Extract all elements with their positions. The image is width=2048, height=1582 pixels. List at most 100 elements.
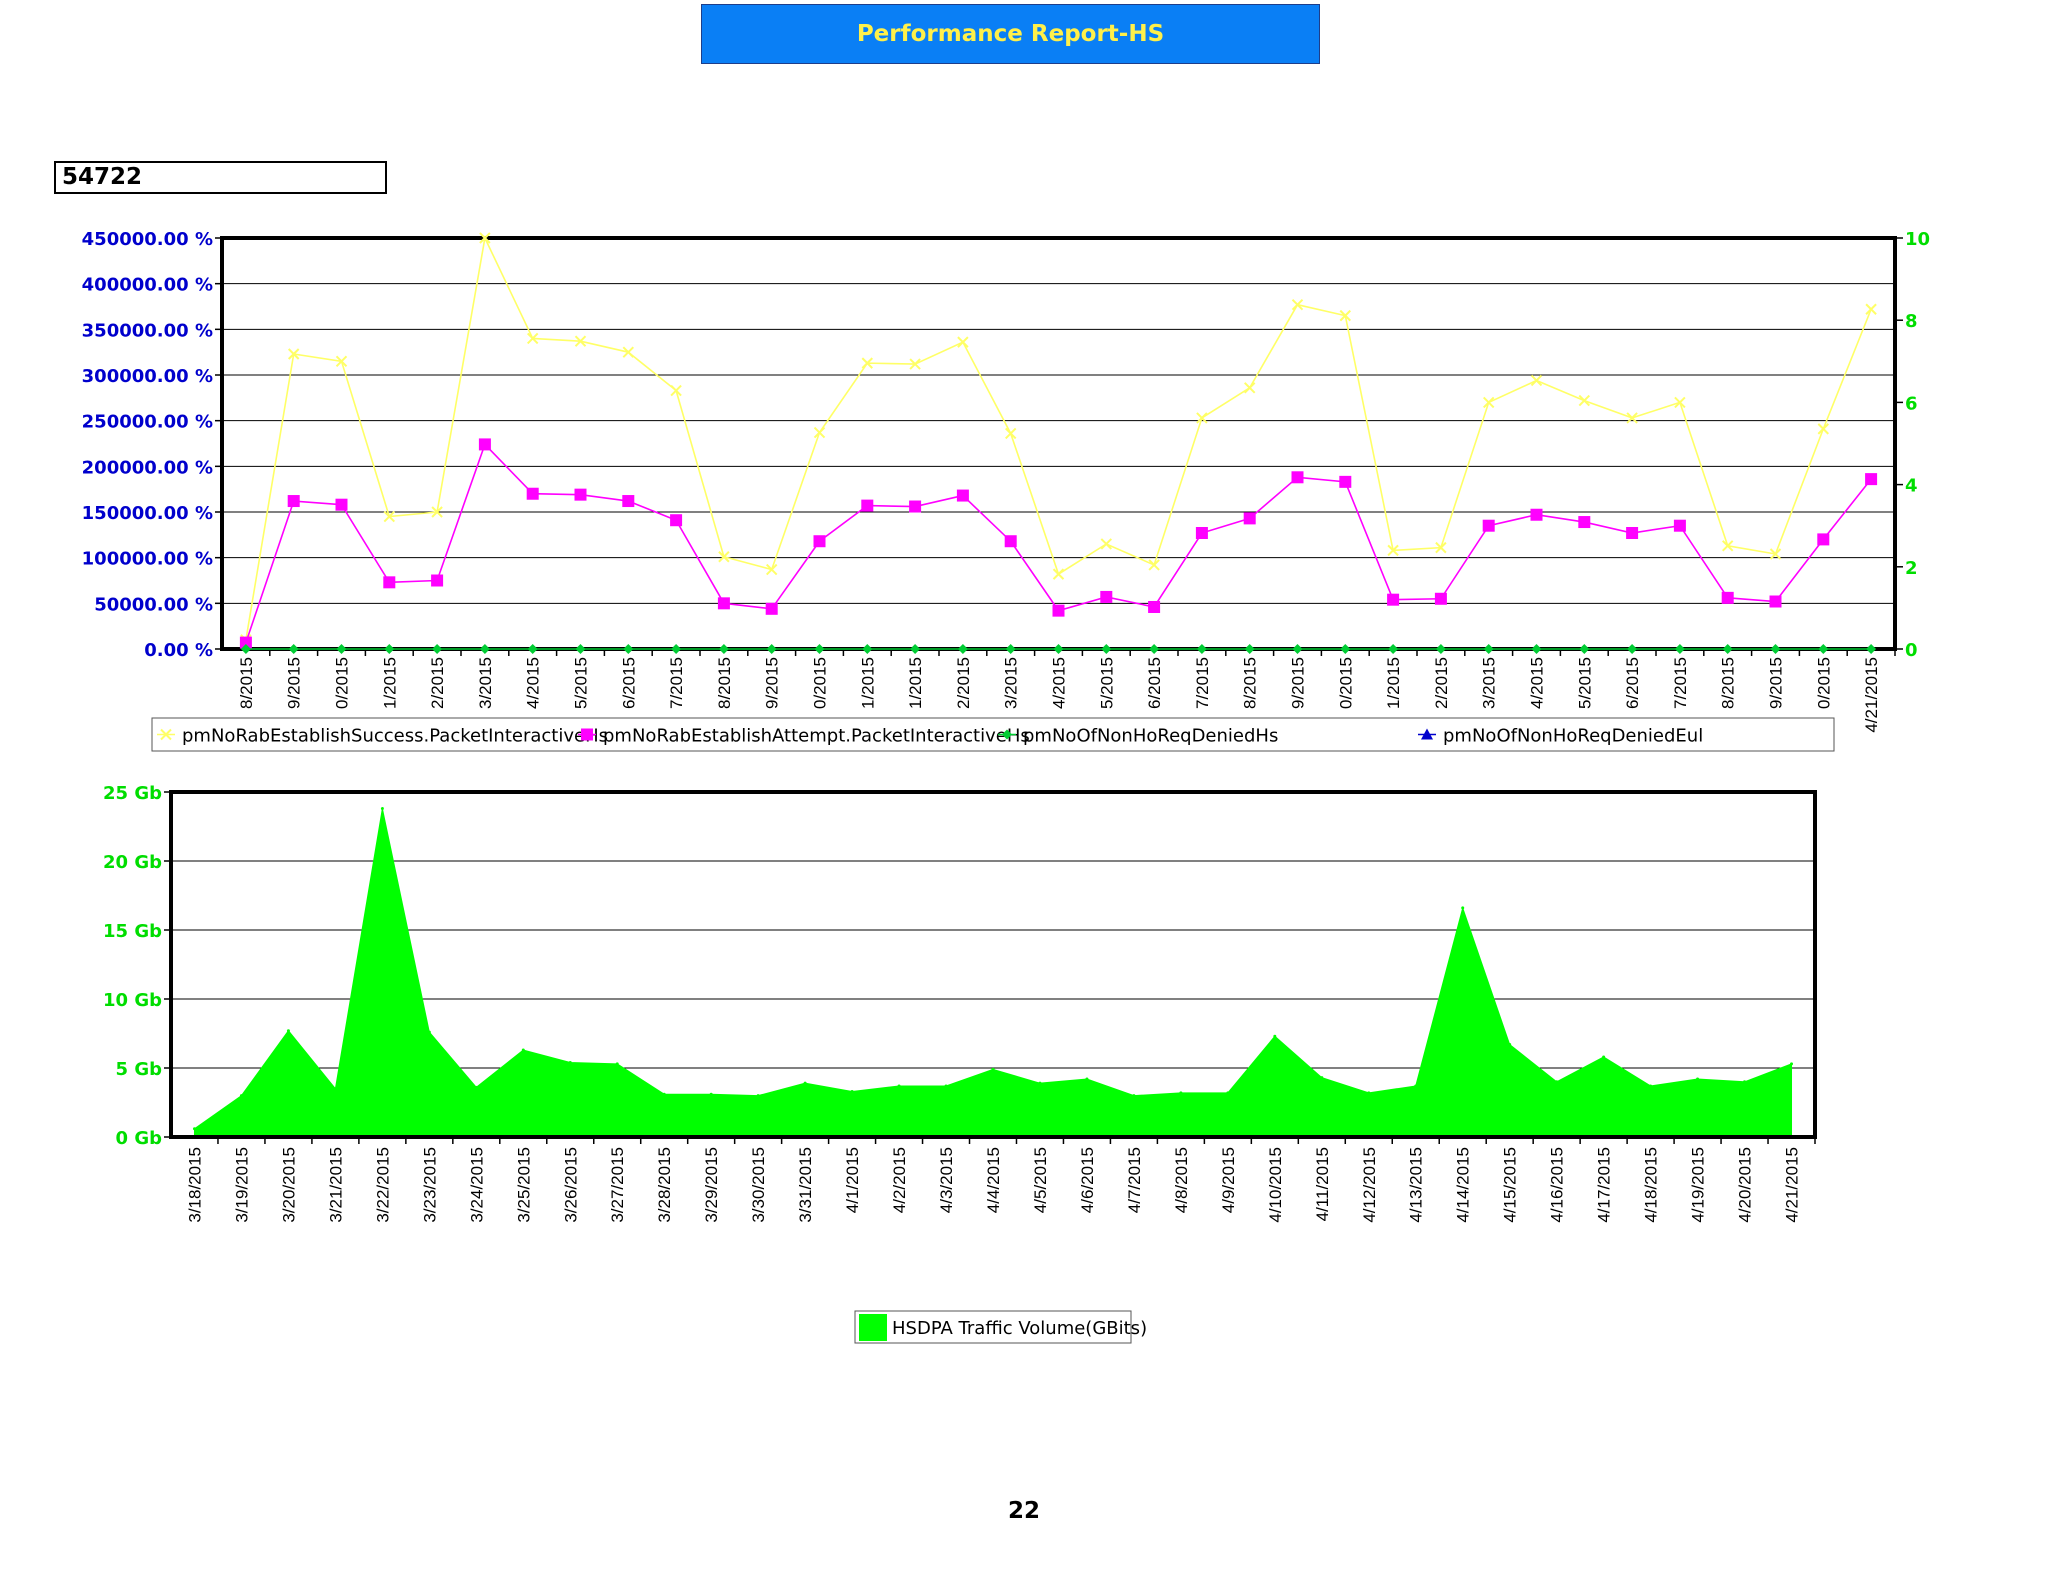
chart2-x-tick-label: 3/22/2015 xyxy=(373,1147,392,1223)
chart2-data-point xyxy=(1790,1062,1794,1066)
chart1-series1-point xyxy=(287,495,300,508)
chart2-data-point xyxy=(1555,1080,1559,1084)
chart1-series0-point xyxy=(670,384,682,397)
chart1-series1-point xyxy=(1100,590,1113,603)
chart2-legend-label: HSDPA Traffic Volume(GBits) xyxy=(892,1318,1147,1339)
chart1-right-tick-label: 0 xyxy=(1905,640,1918,661)
chart1-series0-point xyxy=(479,232,491,244)
chart2-data-point xyxy=(1461,906,1465,910)
chart1-series2-point xyxy=(288,644,299,654)
chart1-x-tick-label: 0/2015 xyxy=(1336,657,1355,709)
chart1-series0-point xyxy=(909,358,921,370)
chart1-x-tick-label: 3/2015 xyxy=(476,657,495,709)
chart2-x-tick-label: 4/5/2015 xyxy=(1031,1147,1050,1213)
chart1-series1-point xyxy=(335,498,348,511)
chart1-series2-point xyxy=(1388,644,1399,654)
chart2-plot-border xyxy=(169,790,1817,1139)
chart1-x-tick-label: 5/2015 xyxy=(572,657,591,709)
chart2-x-tick-label: 4/21/2015 xyxy=(1783,1147,1802,1223)
chart2-x-tick-label: 4/10/2015 xyxy=(1266,1147,1285,1223)
chart1-series1-point xyxy=(478,438,491,451)
chart1-series0-point xyxy=(1817,423,1830,435)
chart1-series1-point xyxy=(1243,512,1256,525)
chart1-legend-label: pmNoOfNonHoReqDeniedHs xyxy=(1023,726,1278,747)
chart1-series1-point xyxy=(861,499,874,512)
chart1-series1-point xyxy=(717,597,730,610)
chart1-x-tick-label: 0/2015 xyxy=(1814,657,1833,709)
chart2-data-point xyxy=(380,807,384,811)
chart2-data-point xyxy=(1743,1080,1747,1084)
chart2-legend-swatch xyxy=(859,1314,887,1341)
chart1-series0-point xyxy=(861,357,874,369)
chart2-data-point xyxy=(1085,1077,1089,1081)
chart1-legend-marker xyxy=(1002,729,1012,740)
chart1-left-tick-label: 200000.00 % xyxy=(82,457,213,478)
chart1-series2-point xyxy=(1579,644,1590,654)
chart1-series1-point xyxy=(1865,473,1878,486)
chart1-series0-point xyxy=(1721,540,1734,552)
chart1-series1-point xyxy=(1482,519,1495,532)
chart1-series2-point xyxy=(623,644,634,654)
chart1-series2-point xyxy=(336,644,347,654)
chart1-x-tick-label: 6/2015 xyxy=(619,657,638,709)
chart2-x-tick-label: 4/2/2015 xyxy=(890,1147,909,1213)
chart1-x-tick-label: 4/2015 xyxy=(524,657,543,709)
chart1-x-tick-label: 8/2015 xyxy=(237,657,256,709)
chart1-legend-box xyxy=(151,717,1835,752)
chart1-series2-point xyxy=(862,644,873,654)
chart1-legend-label: pmNoRabEstablishAttempt.PacketInteractiv… xyxy=(603,726,1030,747)
chart2-x-tick-label: 3/19/2015 xyxy=(232,1147,251,1223)
chart1-series2-point xyxy=(527,644,538,654)
chart1-series2-point xyxy=(432,644,443,654)
chart1-series1-point xyxy=(1769,595,1782,608)
chart2-x-tick-label: 4/14/2015 xyxy=(1454,1147,1473,1223)
chart2-x-tick-label: 4/4/2015 xyxy=(984,1147,1003,1213)
chart1-series1-point xyxy=(670,514,683,527)
chart1-series0-point xyxy=(718,551,730,563)
chart1-x-tick-label: 1/2015 xyxy=(858,657,877,709)
chart2-x-tick-label: 3/18/2015 xyxy=(185,1147,204,1223)
chart1-series0-point xyxy=(383,510,396,523)
chart1-series0-point xyxy=(1626,412,1638,424)
chart2-x-tick-label: 4/16/2015 xyxy=(1548,1147,1567,1223)
chart1-x-tick-label: 7/2015 xyxy=(1193,657,1212,709)
chart2-data-point xyxy=(1273,1034,1277,1038)
chart1-series1-point xyxy=(813,535,826,548)
site-id-box: 54722 xyxy=(54,161,387,194)
chart1-series2-point xyxy=(1053,644,1064,654)
chart1-x-tick-label: 1/2015 xyxy=(380,657,399,709)
chart1-x-tick-label: 5/2015 xyxy=(1575,657,1594,709)
chart1-series1-point xyxy=(239,636,252,649)
chart1-x-tick-label: 6/2015 xyxy=(1145,657,1164,709)
chart1-x-tick-label: 0/2015 xyxy=(333,657,352,709)
chart1-series2-point xyxy=(240,644,251,654)
chart1-series0-point xyxy=(1435,541,1447,554)
chart1-x-tick-label: 7/2015 xyxy=(667,657,686,709)
chart1-series0-point xyxy=(1769,548,1782,560)
chart1-x-tick-label: 6/2015 xyxy=(1623,657,1642,709)
chart2-x-tick-label: 4/18/2015 xyxy=(1642,1147,1661,1223)
chart1-series1-point xyxy=(1052,604,1065,617)
chart2-x-tick-label: 3/23/2015 xyxy=(420,1147,439,1223)
chart2-x-tick-label: 4/8/2015 xyxy=(1172,1147,1191,1213)
chart1-x-tick-label: 9/2015 xyxy=(1767,657,1786,709)
chart2-x-tick-label: 3/28/2015 xyxy=(655,1147,674,1223)
chart1-series0-point xyxy=(574,335,587,347)
chart1-series2-point xyxy=(718,644,729,654)
chart2-x-tick-label: 3/27/2015 xyxy=(608,1147,627,1223)
chart2-x-tick-label: 3/24/2015 xyxy=(467,1147,486,1223)
chart2-data-point xyxy=(1602,1055,1606,1059)
chart2-data-point xyxy=(286,1029,290,1033)
chart1-series2-point xyxy=(1674,644,1685,654)
chart1-series0-point xyxy=(287,348,300,360)
chart1-series0-point xyxy=(1674,396,1686,409)
chart1-series0-point xyxy=(1387,544,1399,557)
chart1-series1-point xyxy=(431,574,444,587)
chart1-series0-point xyxy=(1865,303,1877,315)
chart1-x-tick-label: 8/2015 xyxy=(715,657,734,709)
chart1-series1-point xyxy=(1626,527,1639,540)
chart2-data-point xyxy=(521,1048,525,1052)
chart2-data-point xyxy=(897,1084,901,1088)
chart1-series2-point xyxy=(1818,644,1829,654)
chart2-data-point xyxy=(756,1094,760,1098)
